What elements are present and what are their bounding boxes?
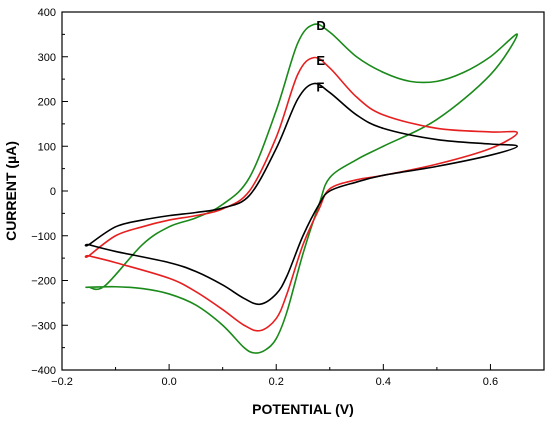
y-tick-label: −200 — [31, 276, 56, 288]
y-axis-title: CURRENT (µA) — [3, 141, 19, 241]
y-tick-label: −100 — [31, 231, 56, 243]
y-tick-label: 400 — [38, 7, 56, 19]
x-tick-label: 0.6 — [483, 376, 498, 388]
y-tick-label: −400 — [31, 365, 56, 377]
labels-layer: D EF — [316, 18, 325, 95]
axes-layer: −0.2 0.0 0.2 0.4 0.6 −400 −300 −200 −100 0 100 200 3… — [31, 7, 545, 388]
x-tick-label: 0.0 — [161, 376, 176, 388]
x-tick-label: 0.2 — [269, 376, 284, 388]
x-tick-label: 0.4 — [376, 376, 391, 388]
x-axis-title: POTENTIAL (V) — [252, 401, 354, 417]
y-tick-label: −300 — [31, 320, 56, 332]
series-F-label: F — [316, 80, 324, 95]
y-tick-label: 200 — [38, 97, 56, 109]
series-D-line — [85, 23, 519, 354]
series-F-line — [84, 82, 519, 306]
y-tick-label: 100 — [38, 141, 56, 153]
x-tick-label: −0.2 — [51, 376, 73, 388]
series-E-label: E — [316, 53, 325, 68]
series-layer — [84, 23, 519, 354]
y-tick-label: 300 — [38, 52, 56, 64]
series-D-label: D — [316, 18, 325, 33]
y-tick-label: 0 — [50, 186, 56, 198]
